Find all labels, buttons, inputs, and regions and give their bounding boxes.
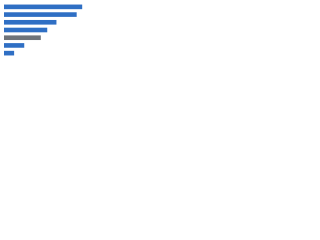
bar — [4, 4, 83, 10]
bar — [4, 19, 57, 25]
bar — [4, 43, 25, 48]
page: (() => { const data = JSON.parse(documen… — [0, 0, 320, 71]
bar — [4, 35, 41, 41]
bar — [4, 50, 15, 56]
bar — [4, 27, 48, 33]
bar — [4, 12, 77, 17]
chart — [0, 0, 100, 71]
